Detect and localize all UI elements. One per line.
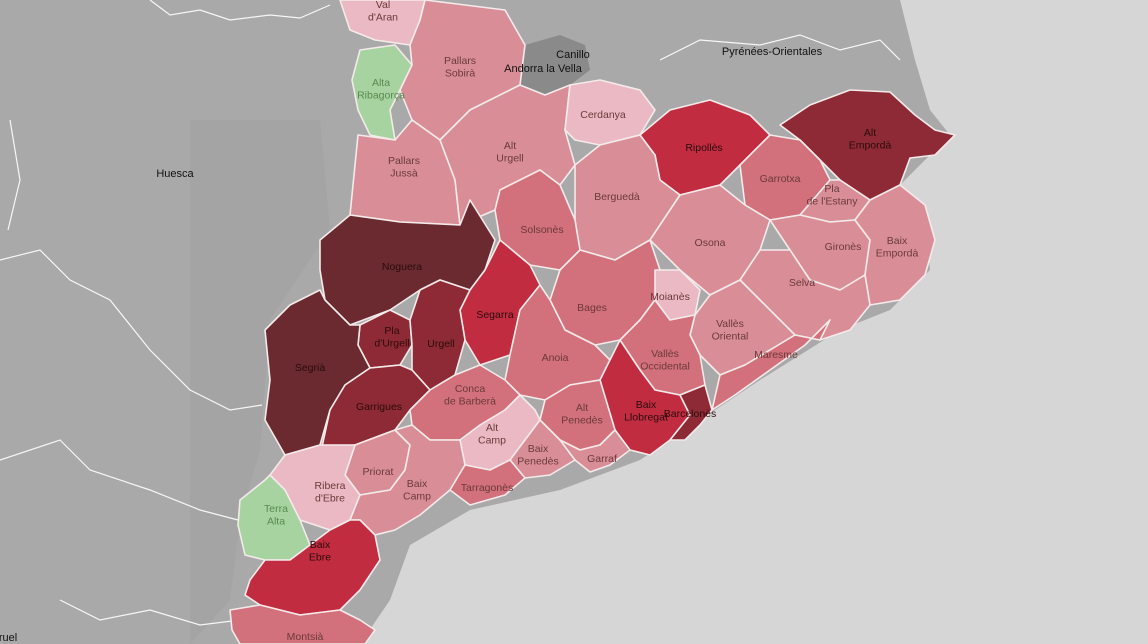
surrounding-land-shade xyxy=(190,120,330,644)
label-anoia: Anoia xyxy=(542,352,569,364)
region-baix-ebre[interactable] xyxy=(244,519,381,616)
label-baix-camp: Baix Camp xyxy=(403,478,431,502)
label-tarragones: Tarragonès xyxy=(461,482,514,494)
label-segria: Segrià xyxy=(295,362,326,374)
label-andorra-la-vella: Andorra la Vella xyxy=(504,63,583,75)
label-garraf: Garraf xyxy=(587,453,617,465)
label-segarra: Segarra xyxy=(476,309,514,321)
border-line xyxy=(0,439,239,521)
region-montsia[interactable] xyxy=(229,604,376,644)
label-maresme: Maresme xyxy=(754,349,798,361)
border-line xyxy=(149,0,331,21)
label-pla-de-lestany: Pla de l'Estany xyxy=(806,183,858,207)
label-girones: Gironès xyxy=(825,241,862,253)
border-line xyxy=(7,119,21,231)
label-montsia: Montsià xyxy=(287,631,324,643)
region-alt-emporda[interactable] xyxy=(779,89,956,201)
label-alt-penedes: Alt Penedès xyxy=(561,402,602,426)
border-line xyxy=(659,34,901,61)
label-urgell: Urgell xyxy=(427,338,454,350)
label-alta-ribagorca: Alta Ribagorça xyxy=(357,77,405,101)
label-conca-de-barbera: Conca de Barberà xyxy=(444,383,496,407)
region-baix-emporda[interactable] xyxy=(854,184,936,306)
comarques-layer xyxy=(229,0,956,644)
label-noguera: Noguera xyxy=(382,261,422,273)
region-baix-camp[interactable] xyxy=(349,424,466,536)
label-cerdanya: Cerdanya xyxy=(580,109,626,121)
label-baix-penedes: Baix Penedès xyxy=(517,443,558,467)
label-pla-durgell: Pla d'Urgell xyxy=(374,325,409,349)
label-ripolles: Ripollès xyxy=(685,142,722,154)
border-line xyxy=(59,599,241,626)
region-barcelones[interactable] xyxy=(669,384,713,441)
label-moianes: Moianès xyxy=(650,291,690,303)
outside-labels: Huesca Pyrénées-Orientales Canillo Andor… xyxy=(0,46,823,644)
comarca-labels: Val d'Aran Alta Ribagorça Pallars Sobirà Pa… xyxy=(264,0,918,643)
label-huesca: Huesca xyxy=(156,168,194,180)
label-terra-alta: Terra Alta xyxy=(264,503,288,527)
label-ribera-debre: Ribera d'Ebre xyxy=(315,480,346,504)
label-pallars-sobira: Pallars Sobirà xyxy=(444,55,476,79)
label-alt-emporda: Alt Empordà xyxy=(849,127,892,151)
label-valles-oriental: Vallès Oriental xyxy=(712,318,749,342)
label-barcelones: Barcelonès xyxy=(664,408,717,420)
border-line xyxy=(0,249,263,411)
label-teruel: ruel xyxy=(0,632,17,644)
region-urgell[interactable] xyxy=(409,279,471,391)
label-solsones: Solsonès xyxy=(520,224,563,236)
label-pyrenees-orientales: Pyrénées-Orientales xyxy=(722,46,823,58)
label-valles-occidental: Vallès Occidental xyxy=(640,348,690,372)
label-pallars-jussa: Pallars Jussà xyxy=(388,155,420,179)
label-canillo: Canillo xyxy=(556,49,590,61)
label-garrigues: Garrigues xyxy=(356,401,402,413)
label-baix-ebre: Baix Ebre xyxy=(309,539,331,563)
label-bergueda: Berguedà xyxy=(594,191,640,203)
label-val-daran: Val d'Aran xyxy=(368,0,398,23)
label-osona: Osona xyxy=(695,237,726,249)
region-maresme[interactable] xyxy=(711,319,831,411)
label-garrotxa: Garrotxa xyxy=(760,173,801,185)
label-baix-emporda: Baix Empordà xyxy=(876,235,919,259)
label-bages: Bages xyxy=(577,302,607,314)
label-alt-urgell: Alt Urgell xyxy=(496,140,523,164)
label-baix-llobregat: Baix Llobregat xyxy=(624,399,668,423)
label-alt-camp: Alt Camp xyxy=(478,422,506,446)
andorra-region xyxy=(518,35,590,95)
label-selva: Selva xyxy=(789,277,815,289)
region-alta-ribagorca[interactable] xyxy=(351,44,413,141)
region-tarragones[interactable] xyxy=(449,459,526,506)
label-priorat: Priorat xyxy=(363,466,394,478)
region-garraf[interactable] xyxy=(559,429,631,473)
